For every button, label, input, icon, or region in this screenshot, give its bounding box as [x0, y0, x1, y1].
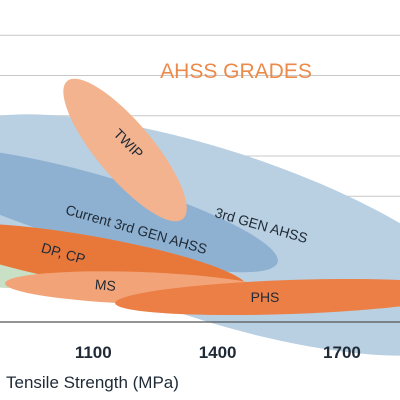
region-label-phs: PHS [251, 289, 280, 305]
x-tick-label-1100: 1100 [75, 343, 112, 362]
region-current-3rd-gen-ahss [0, 147, 278, 273]
regions [0, 78, 400, 356]
x-axis-title: Tensile Strength (MPa) [6, 373, 179, 392]
x-tick-label-1400: 1400 [199, 343, 237, 362]
x-tick-label-1700: 1700 [323, 343, 361, 362]
region-label-ms: MS [94, 276, 116, 294]
region-phs [115, 278, 400, 316]
x-ticks: 1100 1400 1700 [75, 343, 361, 362]
region-twip [63, 78, 187, 222]
chart-title: AHSS GRADES [160, 60, 312, 83]
